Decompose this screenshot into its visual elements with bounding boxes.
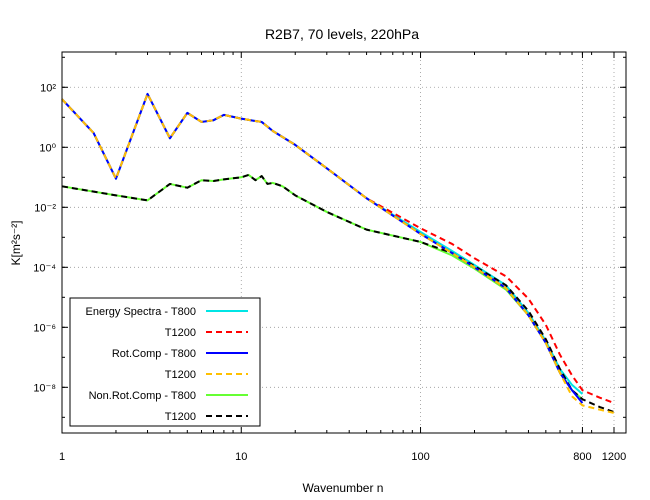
x-tick-label: 800 xyxy=(573,451,591,463)
y-tick-label: 10⁻⁶ xyxy=(33,322,56,334)
series-line xyxy=(61,92,615,414)
series-group xyxy=(61,92,615,414)
y-tick-label: 10² xyxy=(40,82,56,94)
y-tick-label: 10⁰ xyxy=(39,142,56,154)
legend-label: Rot.Comp - T800 xyxy=(112,348,196,360)
plot-frame xyxy=(61,51,627,434)
y-tick-label: 10⁻⁴ xyxy=(33,262,56,274)
legend-label: T1200 xyxy=(165,369,196,381)
x-tick-label: 1 xyxy=(59,451,65,463)
x-axis-title: Wavenumber n xyxy=(303,481,384,495)
legend: Energy Spectra - T800 T1200 Rot.Comp - T80… xyxy=(69,297,261,427)
y-tick-label: 10⁻⁸ xyxy=(33,382,56,394)
tick-labels: 1 10 100 800 1200 10⁻⁸ 10⁻⁶ 10⁻⁴ 10⁻² 10⁰ 10² xyxy=(33,82,626,463)
x-tick-label: 100 xyxy=(411,451,429,463)
y-tick-label: 10⁻² xyxy=(34,202,56,214)
y-axis-title: K[m²s⁻²] xyxy=(9,221,23,266)
legend-label: T1200 xyxy=(165,411,196,423)
x-tick-label: 10 xyxy=(235,451,247,463)
legend-label: Non.Rot.Comp - T800 xyxy=(89,390,196,402)
ticks xyxy=(61,52,626,433)
chart-title: R2B7, 70 levels, 220hPa xyxy=(265,26,419,42)
legend-label: T1200 xyxy=(165,327,196,339)
legend-label: Energy Spectra - T800 xyxy=(86,306,196,318)
series-line xyxy=(61,92,615,404)
series-line xyxy=(61,173,615,413)
x-tick-label: 1200 xyxy=(602,451,626,463)
legend-box xyxy=(69,297,261,427)
